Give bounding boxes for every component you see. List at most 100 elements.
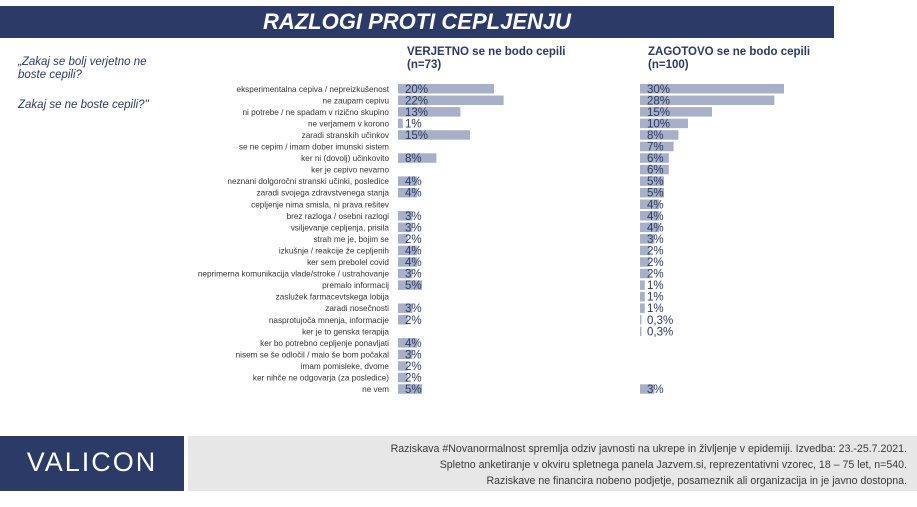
bar-zagotovo [640, 176, 664, 186]
category-label: ne zaupam cepivu [323, 96, 390, 105]
value-label-zagotovo: 6% [647, 153, 664, 165]
question-line-1: „Zakaj se bolj verjetno ne boste cepili? [18, 56, 147, 81]
bar-zagotovo [640, 164, 669, 175]
bar-zagotovo [640, 257, 650, 267]
category-label: ker je to genska terapija [302, 327, 389, 336]
value-label-zagotovo: 6% [647, 165, 664, 177]
value-label-zagotovo: 4% [647, 199, 664, 211]
bar-verjetno [398, 315, 408, 325]
footnote-line-1: Raziskava #Novanormalnost spremlja odziv… [390, 443, 907, 455]
category-label: brez razloga / osebni razlogi [287, 212, 390, 221]
value-label-zagotovo: 30% [647, 84, 670, 96]
bar-verjetno [398, 107, 461, 117]
category-label: premalo informacij [322, 281, 389, 290]
category-label: eksperimentalna cepiva / nepreizkušenost [237, 85, 390, 94]
bar-verjetno [398, 130, 470, 140]
value-label-verjetno: 2% [405, 361, 422, 373]
category-label: neznani dolgoročni stranski učinki, posl… [227, 177, 389, 186]
page-title: RAZLOGI PROTI CEPLJENJU [262, 9, 572, 34]
category-label: nisem se še odločil / malo še bom počaka… [236, 350, 390, 359]
bar-verjetno [398, 303, 413, 313]
bar-zagotovo [640, 95, 775, 106]
bar-zagotovo [640, 326, 642, 337]
value-label-verjetno: 13% [405, 107, 428, 119]
bar-verjetno [398, 95, 504, 106]
bar-verjetno [398, 349, 413, 360]
value-label-zagotovo: 1% [647, 303, 664, 315]
value-label-verjetno: 2% [405, 373, 422, 385]
value-label-verjetno: 3% [405, 303, 422, 315]
value-label-verjetno: 4% [405, 176, 422, 188]
category-label: ker bo potrebno cepljenje ponavljati [260, 339, 389, 348]
footnote-line-3: Raziskave ne financira nobeno podjetje, … [486, 475, 907, 487]
value-label-zagotovo: 2% [647, 245, 664, 257]
bar-verjetno [398, 338, 418, 348]
right-column-title: ZAGOTOVO se ne bodo cepili [648, 46, 811, 58]
bar-verjetno [398, 234, 408, 244]
value-label-verjetno: 4% [405, 245, 422, 257]
value-label-zagotovo: 2% [647, 269, 664, 281]
value-label-verjetno: 3% [405, 211, 422, 223]
bar-verjetno [398, 384, 422, 394]
bar-zagotovo [640, 118, 688, 129]
bar-zagotovo [640, 84, 784, 94]
value-label-zagotovo: 28% [647, 95, 670, 107]
category-label: ni potrebe / ne spadam v rizično skupino [242, 108, 389, 117]
value-label-zagotovo: 15% [647, 107, 670, 119]
category-label: zaradi nosečnosti [325, 304, 389, 313]
survey-question: „Zakaj se bolj verjetno ne boste cepili?… [18, 56, 158, 112]
footnote-line-2: Spletno anketiranje v okviru spletnega p… [439, 459, 907, 471]
value-label-verjetno: 8% [405, 153, 422, 165]
right-column-header: ZAGOTOVO se ne bodo cepili (n=100) [648, 46, 810, 72]
category-label: nasprotujoča mnenja, informacije [269, 316, 390, 325]
value-label-verjetno: 4% [405, 257, 422, 269]
left-column-n: (n=73) [407, 59, 442, 71]
category-label: ker sem prebolel covid [307, 258, 389, 267]
bar-zagotovo [640, 234, 655, 244]
right-column-n: (n=100) [648, 59, 689, 71]
bar-zagotovo [640, 211, 660, 221]
value-label-zagotovo: 8% [647, 130, 664, 142]
value-label-verjetno: 1% [405, 118, 422, 130]
category-label: cepljenje nima smisla, ni prava rešitev [251, 200, 390, 209]
category-label: zaradi stranskih učinkov [302, 131, 390, 140]
value-label-verjetno: 22% [405, 95, 428, 107]
bar-verjetno [398, 268, 413, 279]
value-label-verjetno: 3% [405, 222, 422, 234]
bar-zagotovo [640, 199, 660, 209]
value-label-zagotovo: 3% [647, 384, 664, 396]
value-label-verjetno: 20% [405, 84, 428, 96]
category-label: se ne cepim / imam dober imunski sistem [239, 143, 389, 152]
value-label-zagotovo: 3% [647, 234, 664, 246]
category-label: neprimerna komunikacija vlade/stroke / u… [198, 270, 390, 279]
value-label-verjetno: 5% [405, 384, 422, 396]
value-label-zagotovo: 4% [647, 222, 664, 234]
bar-verjetno [398, 118, 403, 129]
category-label: ne verjamem v korono [308, 119, 389, 128]
value-label-verjetno: 3% [405, 349, 422, 361]
bar-verjetno [398, 84, 494, 94]
valicon-logo: VALICON [26, 447, 158, 477]
bar-zagotovo [640, 107, 712, 117]
value-label-verjetno: 4% [405, 338, 422, 350]
bar-zagotovo [640, 141, 674, 152]
bar-verjetno [398, 257, 418, 267]
bar-verjetno [398, 222, 413, 233]
category-label: zaradi svojega zdravstvenega stanja [257, 189, 390, 198]
bar-zagotovo [640, 245, 650, 256]
value-label-verjetno: 5% [405, 280, 422, 292]
value-label-zagotovo: 5% [647, 176, 664, 188]
title-bar: RAZLOGI PROTI CEPLJENJU [0, 6, 834, 38]
value-label-verjetno: 4% [405, 188, 422, 200]
value-label-zagotovo: 2% [647, 257, 664, 269]
value-label-zagotovo: 0,3% [647, 326, 673, 338]
bar-chart: eksperimentalna cepiva / nepreizkušenost… [198, 84, 784, 396]
bar-verjetno [398, 361, 408, 371]
footnote-box: Raziskava #Novanormalnost spremlja odziv… [188, 436, 917, 491]
category-label: izkušnje / reakcije že cepljenih [279, 246, 390, 255]
value-label-verjetno: 15% [405, 130, 428, 142]
logo-box: VALICON [0, 436, 184, 491]
value-label-zagotovo: 7% [647, 142, 664, 154]
bar-zagotovo [640, 280, 645, 290]
question-line-2: Zakaj se ne boste cepili?" [18, 99, 149, 111]
